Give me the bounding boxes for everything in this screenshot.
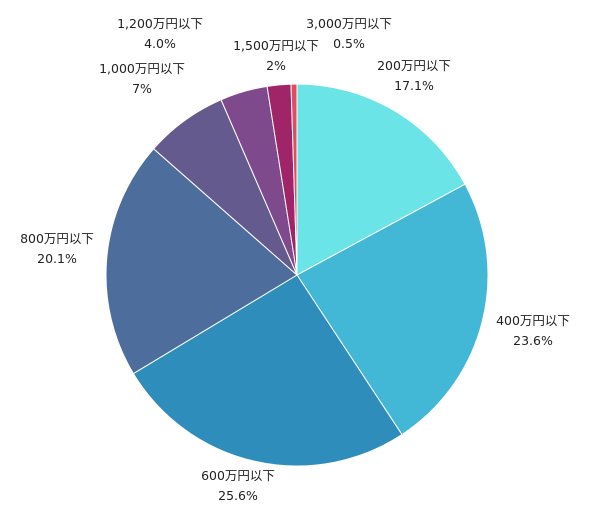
pie-slice	[105, 148, 298, 375]
slice-category-label: 400万円以下	[496, 313, 570, 328]
slice-value-label: 7%	[132, 81, 152, 96]
slice-category-label: 1,200万円以下	[117, 16, 203, 31]
pie-slice	[290, 83, 298, 276]
slice-category-label: 1,000万円以下	[99, 61, 185, 76]
pie-slices	[105, 83, 489, 467]
pie-slice	[296, 83, 466, 276]
slice-category-label: 3,000万円以下	[306, 16, 392, 31]
pie-slice	[296, 183, 489, 436]
slice-category-label: 200万円以下	[377, 58, 451, 73]
pie-slice	[132, 274, 403, 467]
slice-category-label: 600万円以下	[201, 468, 275, 483]
pie-labels: 200万円以下 17.1% 400万円以下 23.6% 600万円以下 25.6% 800万…	[20, 16, 570, 503]
slice-category-label: 800万円以下	[20, 231, 94, 246]
slice-value-label: 4.0%	[144, 36, 176, 51]
slice-value-label: 0.5%	[333, 36, 365, 51]
slice-value-label: 23.6%	[513, 333, 553, 348]
slice-value-label: 17.1%	[394, 78, 434, 93]
slice-value-label: 2%	[266, 58, 286, 73]
slice-category-label: 1,500万円以下	[233, 38, 319, 53]
slice-value-label: 25.6%	[218, 488, 258, 503]
slice-value-label: 20.1%	[37, 251, 77, 266]
